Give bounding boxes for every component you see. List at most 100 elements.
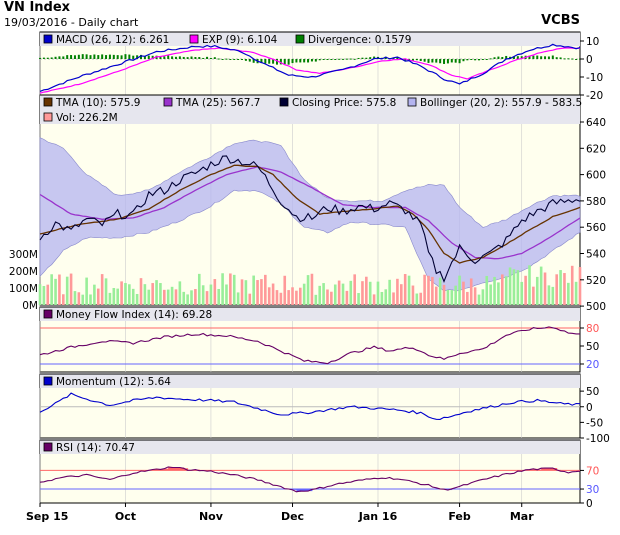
volume-bar — [411, 285, 415, 305]
volume-bar — [69, 273, 73, 305]
divergence-bar — [198, 57, 201, 59]
momentum-tick-label: -100 — [586, 433, 610, 445]
divergence-bar — [330, 59, 333, 60]
divergence-bar — [105, 55, 108, 59]
volume-bar — [197, 273, 201, 305]
volume-bar — [442, 284, 446, 305]
volume-bar — [77, 292, 81, 305]
divergence-bar — [536, 55, 539, 59]
volume-bar — [244, 280, 248, 305]
volume-bar — [116, 288, 119, 305]
divergence-bar — [571, 58, 574, 60]
divergence-bar — [186, 57, 189, 59]
volume-bar — [392, 292, 395, 305]
divergence-bar — [116, 55, 119, 59]
volume-bar — [128, 284, 131, 305]
volume-bar — [431, 276, 434, 305]
divergence-bar — [54, 56, 57, 59]
rsi-overbought-fill — [164, 468, 169, 471]
volume-bar — [337, 280, 341, 305]
x-axis-label: Dec — [281, 510, 304, 523]
volume-tick-label: 100M — [9, 283, 38, 295]
price-tick-label: 500 — [586, 301, 606, 313]
volume-bar — [54, 278, 57, 305]
volume-bar — [365, 276, 368, 305]
mfi-tick-label: 50 — [586, 341, 599, 353]
volume-bar — [190, 290, 193, 305]
volume-bar — [151, 283, 154, 305]
divergence-bar — [326, 59, 329, 60]
volume-bar — [283, 275, 287, 305]
divergence-bar — [497, 56, 500, 59]
volume-bar — [248, 293, 252, 305]
rsi-tick-label: 30 — [586, 484, 599, 496]
volume-bar — [396, 278, 399, 305]
volume-bar — [458, 275, 461, 305]
divergence-bar — [171, 56, 174, 59]
volume-bar — [446, 289, 450, 305]
momentum-legend-label: Momentum (12): 5.64 — [56, 376, 171, 388]
divergence-bar — [182, 56, 185, 59]
volume-bar — [318, 285, 322, 305]
volume-bar — [229, 273, 232, 305]
price-tick-label: 540 — [586, 249, 606, 261]
volume-bar — [182, 291, 186, 305]
momentum-tick-label: -50 — [586, 417, 603, 429]
volume-bar — [42, 285, 46, 305]
divergence-bar — [143, 55, 146, 59]
macd-legend-swatch — [295, 34, 305, 44]
volume-bar — [279, 292, 283, 305]
divergence-bar — [264, 59, 267, 64]
divergence-bar — [563, 58, 566, 60]
volume-bar — [89, 294, 92, 305]
volume-bar — [170, 286, 174, 305]
divergence-bar — [101, 54, 104, 59]
divergence-bar — [474, 59, 477, 61]
mfi-tick-label: 80 — [586, 323, 599, 335]
volume-bar — [221, 273, 224, 305]
volume-bar — [287, 290, 290, 305]
divergence-bar — [70, 55, 73, 59]
divergence-bar — [268, 59, 271, 64]
divergence-bar — [136, 55, 139, 59]
price-legend-swatch — [279, 97, 289, 107]
price-tick-label: 620 — [586, 143, 606, 155]
volume-bar — [159, 283, 162, 305]
divergence-bar — [244, 59, 247, 61]
volume-bar — [163, 289, 166, 305]
mfi-legend-band — [40, 307, 580, 321]
rsi-overbought-fill — [172, 467, 177, 471]
divergence-bar — [458, 59, 461, 64]
volume-bar — [419, 292, 423, 305]
divergence-bar — [392, 57, 395, 59]
volume-bar — [462, 281, 465, 305]
volume-bar — [407, 275, 411, 305]
divergence-bar — [108, 54, 111, 59]
tma10-line — [39, 164, 581, 264]
divergence-bar — [140, 54, 143, 59]
volume-bar — [256, 280, 259, 305]
volume-bar — [539, 266, 543, 305]
divergence-bar — [248, 59, 251, 62]
divergence-bar — [551, 55, 554, 59]
volume-bar — [388, 279, 391, 305]
volume-bar — [493, 276, 496, 305]
x-axis-label: Mar — [510, 510, 534, 523]
x-axis-label: Sep 15 — [26, 510, 68, 523]
volume-bar — [423, 274, 426, 305]
volume-bar — [194, 289, 197, 305]
volume-bar — [131, 288, 135, 305]
volume-bar — [333, 284, 337, 305]
chart-subtitle: 19/03/2016 - Daily chart — [4, 16, 139, 29]
divergence-bar — [62, 56, 65, 59]
volume-bar — [368, 281, 372, 305]
price-tick-label: 580 — [586, 196, 606, 208]
volume-bar — [532, 286, 535, 305]
rsi-tick-label: 0 — [586, 498, 593, 510]
divergence-bar — [178, 56, 181, 59]
volume-bar — [108, 292, 112, 305]
divergence-bar — [512, 56, 515, 59]
volume-bar — [473, 287, 477, 305]
divergence-bar — [303, 59, 306, 63]
volume-bar — [135, 293, 139, 305]
